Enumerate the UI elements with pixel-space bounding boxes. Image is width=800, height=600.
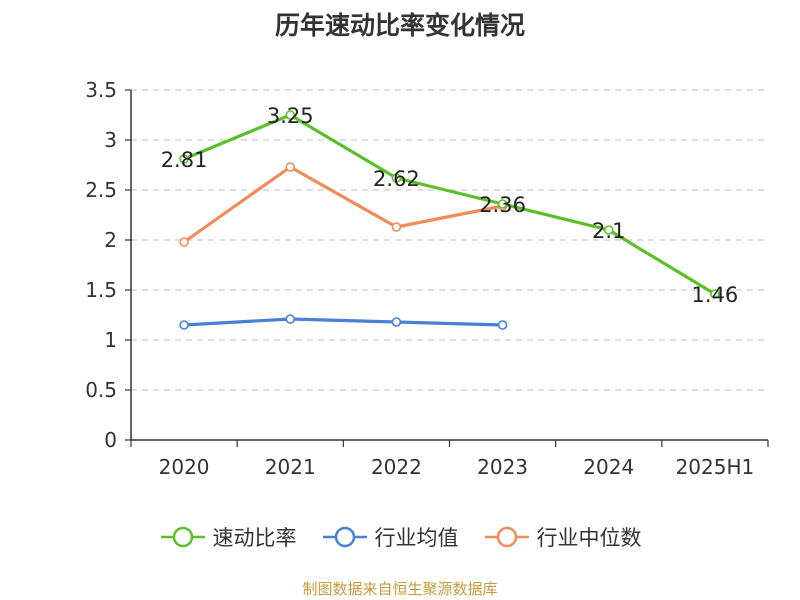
source-note: 制图数据来自恒生聚源数据库 <box>302 580 498 598</box>
data-label: 2.81 <box>161 148 208 172</box>
y-tick-label: 1 <box>104 328 117 352</box>
y-tick-label: 0.5 <box>85 378 117 402</box>
x-tick-label: 2025H1 <box>676 455 755 479</box>
data-label: 2.62 <box>373 167 420 191</box>
y-tick-label: 0 <box>104 428 117 452</box>
legend-marker <box>334 526 355 548</box>
legend-item-industry-mean[interactable]: 行业均值 <box>321 522 459 552</box>
data-label: 2.36 <box>479 193 526 217</box>
chart-title: 历年速动比率变化情况 <box>274 11 525 40</box>
data-point <box>179 320 189 330</box>
legend-item-quick-ratio[interactable]: 速动比率 <box>159 522 297 552</box>
x-tick-label: 2022 <box>371 455 422 479</box>
legend: 速动比率 行业均值 行业中位数 <box>0 520 800 554</box>
series-line-1 <box>183 317 503 327</box>
legend-item-industry-median[interactable]: 行业中位数 <box>483 522 642 552</box>
data-point <box>497 199 508 209</box>
legend-label: 行业中位数 <box>536 526 642 550</box>
legend-label: 速动比率 <box>212 526 297 550</box>
data-label: 3.25 <box>267 104 314 128</box>
series-line-0 <box>183 113 716 296</box>
y-tick-label: 3.5 <box>85 78 117 102</box>
legend-marker <box>496 526 517 548</box>
y-tick-label: 3 <box>104 128 117 152</box>
data-point <box>285 110 296 120</box>
y-tick-label: 1.5 <box>85 278 117 302</box>
legend-swatch-industry-median <box>484 526 529 548</box>
legend-marker <box>172 526 193 548</box>
data-point <box>179 154 189 164</box>
data-point <box>391 317 402 327</box>
x-tick-label: 2020 <box>159 455 210 479</box>
x-tick-label: 2023 <box>477 455 528 479</box>
data-point <box>497 320 508 330</box>
x-tick-label: 2024 <box>583 455 634 479</box>
data-point <box>285 162 296 172</box>
data-point <box>179 237 189 247</box>
legend-swatch-quick-ratio <box>160 526 205 548</box>
data-point <box>710 289 720 299</box>
data-label: 2.1 <box>592 219 625 243</box>
data-point <box>391 222 402 232</box>
legend-label: 行业均值 <box>374 526 459 550</box>
data-point <box>391 173 402 183</box>
legend-swatch-industry-mean <box>322 526 367 548</box>
data-point <box>285 314 296 324</box>
x-tick-label: 2021 <box>265 455 316 479</box>
y-tick-label: 2 <box>104 228 117 252</box>
data-point <box>603 225 614 235</box>
series-line-2 <box>183 165 503 244</box>
data-label: 1.46 <box>692 283 739 307</box>
y-tick-label: 2.5 <box>85 178 117 202</box>
